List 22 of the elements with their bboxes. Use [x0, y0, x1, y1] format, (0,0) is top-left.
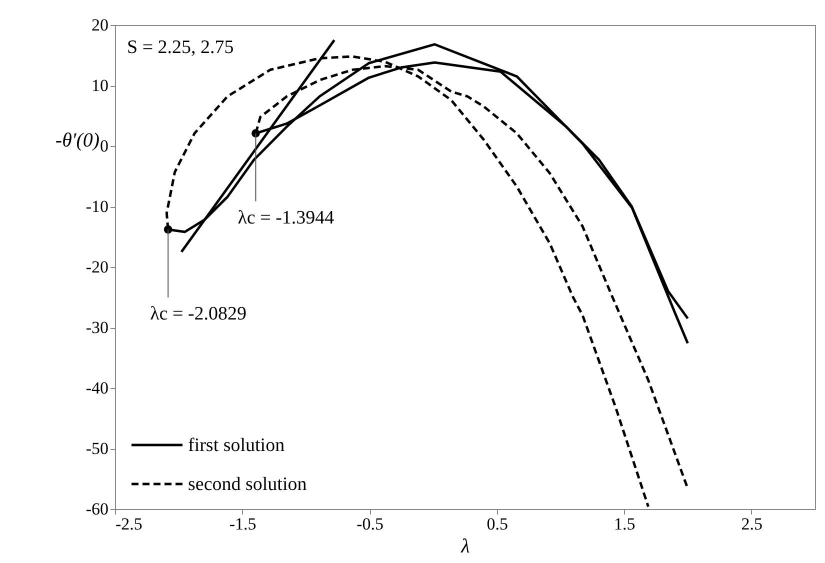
y-tick-label: -50 [86, 439, 108, 458]
y-tick-label: -10 [86, 197, 108, 216]
y-tick-label: 0 [100, 136, 108, 156]
x-tick-label: -1.5 [229, 514, 256, 534]
y-axis-title: -θ′(0) [55, 130, 100, 152]
y-tick-label: 10 [92, 76, 108, 95]
x-axis-title: λ [460, 536, 470, 558]
annotation: λc = -2.0829 [150, 303, 247, 324]
annotation: λc = -1.3944 [238, 207, 335, 228]
y-tick-label: -60 [86, 500, 108, 518]
x-tick-label: -2.5 [116, 514, 142, 534]
y-tick-label: -40 [86, 378, 108, 398]
x-tick-label: 1.5 [614, 514, 636, 534]
y-tick-label: -20 [86, 258, 108, 276]
legend-label: second solution [188, 474, 308, 495]
y-tick-label: -30 [86, 318, 108, 337]
x-tick-label: -0.5 [356, 514, 384, 534]
y-tick-label: 20 [92, 16, 108, 34]
x-tick-label: 0.5 [486, 514, 508, 534]
x-tick-label: 2.5 [741, 514, 762, 534]
annotation: S = 2.25, 2.75 [127, 37, 234, 58]
legend-label: first solution [188, 435, 286, 456]
